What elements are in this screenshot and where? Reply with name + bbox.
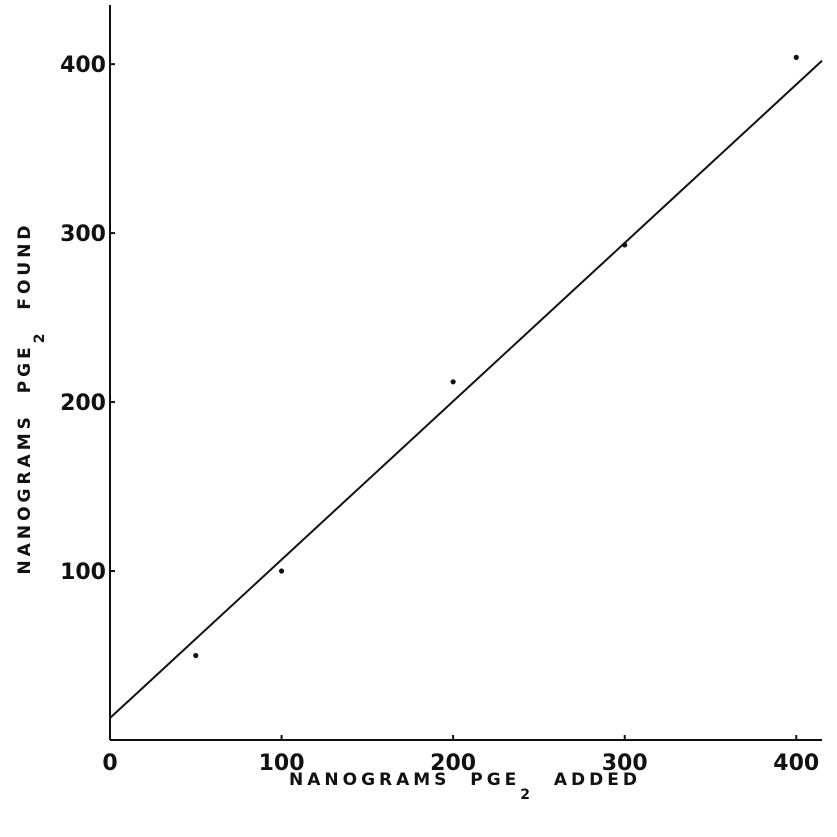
- axes: [109, 5, 822, 741]
- data-point: [193, 652, 199, 659]
- data-point: [278, 568, 285, 574]
- y-tick-label: 300: [60, 222, 106, 247]
- x-tick-label: 0: [102, 751, 117, 776]
- y-axis-title-part-2: FOUND: [15, 221, 35, 329]
- data-point: [450, 379, 456, 385]
- data-point: [622, 242, 628, 248]
- y-tick-label: 200: [60, 391, 106, 416]
- x-axis-title-part-1: NANOGRAMS PGE: [289, 770, 520, 790]
- x-axis-title-part-2: ADDED: [534, 770, 641, 790]
- data-points: [193, 54, 799, 659]
- x-axis-title: NANOGRAMS PGE2 ADDED: [289, 770, 641, 803]
- x-tick-label: 300: [602, 751, 648, 776]
- tick-marks: [110, 63, 798, 740]
- y-tick-label: 100: [60, 560, 106, 585]
- data-point: [793, 54, 799, 60]
- y-tick-labels: 100 200 300 400: [60, 53, 106, 585]
- y-axis-title: NANOGRAMS PGE2 FOUND: [15, 221, 48, 574]
- fit-line: [109, 60, 823, 719]
- x-tick-label: 400: [773, 751, 819, 776]
- y-axis-title-subscript: 2: [32, 330, 48, 344]
- fit-line-layer: [109, 60, 823, 719]
- x-tick-label: 200: [430, 751, 476, 776]
- x-tick-labels: 0 100 200 300 400: [102, 751, 819, 776]
- x-tick-label: 100: [259, 751, 305, 776]
- y-tick-label: 400: [60, 53, 106, 78]
- x-axis-title-subscript: 2: [520, 787, 534, 803]
- y-axis-title-part-1: NANOGRAMS PGE: [15, 343, 35, 574]
